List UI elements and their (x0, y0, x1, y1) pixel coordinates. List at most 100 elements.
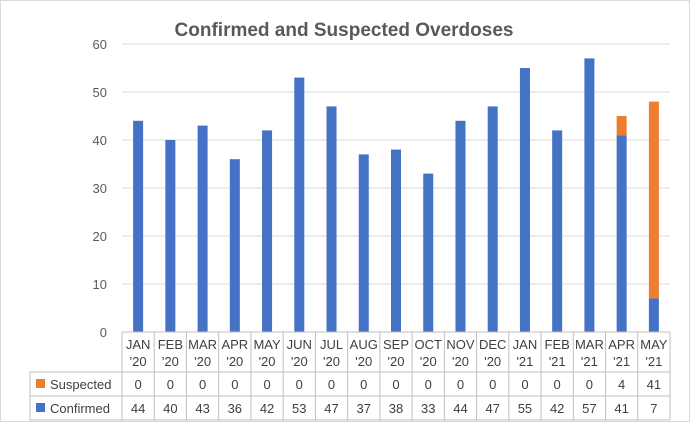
data-label-suspected: 0 (231, 377, 238, 392)
x-tick-label-month: AUG (350, 337, 378, 352)
x-tick-label-month: JAN (513, 337, 538, 352)
x-tick-label-year: '20 (420, 354, 437, 369)
data-label-confirmed: 53 (292, 401, 306, 416)
data-label-suspected: 0 (167, 377, 174, 392)
bar-confirmed-8 (391, 149, 401, 332)
x-tick-label-year: '20 (194, 354, 211, 369)
data-label-confirmed: 44 (131, 401, 145, 416)
bar-confirmed-11 (487, 106, 498, 333)
x-tick-label-year: '20 (484, 354, 501, 369)
x-tick-label-year: '20 (355, 354, 372, 369)
data-label-suspected: 41 (647, 377, 661, 392)
data-label-suspected: 0 (554, 377, 561, 392)
x-tick-label-year: '21 (516, 354, 533, 369)
data-label-suspected: 0 (586, 377, 593, 392)
x-tick-label-month: OCT (415, 337, 443, 352)
data-label-suspected: 0 (328, 377, 335, 392)
x-tick-label-year: '21 (581, 354, 598, 369)
data-label-confirmed: 55 (518, 401, 532, 416)
bar-confirmed-14 (584, 58, 595, 333)
legend-label-suspected: Suspected (50, 377, 111, 392)
data-label-confirmed: 7 (650, 401, 657, 416)
data-label-suspected: 0 (360, 377, 367, 392)
x-tick-label-month: SEP (383, 337, 409, 352)
data-label-suspected: 0 (425, 377, 432, 392)
x-tick-label-month: FEB (158, 337, 183, 352)
x-tick-label-month: JUN (287, 337, 312, 352)
bar-confirmed-13 (552, 130, 563, 332)
x-tick-label-year: '21 (645, 354, 662, 369)
data-label-confirmed: 44 (453, 401, 467, 416)
x-tick-label-month: MAR (188, 337, 217, 352)
data-label-confirmed: 36 (228, 401, 242, 416)
data-label-confirmed: 40 (163, 401, 177, 416)
x-tick-label-month: JAN (126, 337, 151, 352)
x-tick-label-year: '20 (323, 354, 340, 369)
bar-confirmed-5 (294, 77, 305, 332)
data-label-confirmed: 42 (260, 401, 274, 416)
data-label-suspected: 0 (521, 377, 528, 392)
y-tick-label: 20 (93, 229, 107, 244)
x-tick-label-month: JUL (320, 337, 343, 352)
data-label-suspected: 0 (296, 377, 303, 392)
x-tick-label-year: '20 (130, 354, 147, 369)
data-label-confirmed: 47 (485, 401, 499, 416)
x-tick-label-year: '21 (613, 354, 630, 369)
x-tick-label-year: '21 (549, 354, 566, 369)
bar-confirmed-15 (616, 135, 627, 332)
y-tick-label: 10 (93, 277, 107, 292)
legend-label-confirmed: Confirmed (50, 401, 110, 416)
chart-title: Confirmed and Suspected Overdoses (175, 20, 514, 41)
bars (133, 58, 659, 333)
data-label-confirmed: 41 (614, 401, 628, 416)
bar-suspected-15 (616, 116, 627, 136)
x-tick-label-month: APR (221, 337, 248, 352)
legend-key-confirmed (36, 403, 45, 412)
x-tick-label-month: MAR (575, 337, 604, 352)
bar-confirmed-16 (648, 298, 659, 332)
y-tick-label: 50 (93, 85, 107, 100)
x-tick-label-month: DEC (479, 337, 506, 352)
y-tick-label: 30 (93, 181, 107, 196)
x-tick-label-month: APR (608, 337, 635, 352)
x-tick-label-year: '20 (162, 354, 179, 369)
x-tick-label-month: MAY (640, 337, 668, 352)
data-table: JAN '20 FEB '20 MAR '20 APR '20 MAY '20 JUN '20 JUL '… (29, 331, 671, 421)
x-tick-label-month: MAY (253, 337, 281, 352)
data-label-confirmed: 57 (582, 401, 596, 416)
data-label-suspected: 0 (489, 377, 496, 392)
bar-confirmed-3 (229, 159, 240, 332)
bar-confirmed-10 (455, 120, 466, 332)
x-tick-label-year: '20 (226, 354, 243, 369)
legend-key-suspected (36, 379, 45, 388)
bar-confirmed-6 (326, 106, 337, 333)
data-label-confirmed: 38 (389, 401, 403, 416)
data-label-confirmed: 47 (324, 401, 338, 416)
data-label-suspected: 0 (392, 377, 399, 392)
bar-confirmed-9 (423, 173, 434, 332)
bar-confirmed-4 (262, 130, 273, 332)
y-tick-label: 60 (93, 37, 107, 52)
data-label-confirmed: 43 (195, 401, 209, 416)
bar-confirmed-2 (197, 125, 208, 332)
bar-confirmed-12 (519, 68, 530, 332)
data-label-confirmed: 42 (550, 401, 564, 416)
bar-confirmed-0 (133, 120, 144, 332)
x-tick-label-year: '20 (452, 354, 469, 369)
data-label-confirmed: 33 (421, 401, 435, 416)
y-tick-label: 40 (93, 133, 107, 148)
data-label-confirmed: 37 (357, 401, 371, 416)
x-tick-label-year: '20 (259, 354, 276, 369)
x-tick-label-year: '20 (388, 354, 405, 369)
data-label-suspected: 0 (457, 377, 464, 392)
x-tick-label-month: FEB (545, 337, 570, 352)
data-label-suspected: 4 (618, 377, 625, 392)
x-tick-label-month: NOV (446, 337, 475, 352)
y-tick-label: 0 (100, 325, 107, 340)
data-label-suspected: 0 (135, 377, 142, 392)
bar-suspected-16 (648, 101, 659, 299)
bar-confirmed-1 (165, 140, 176, 332)
data-label-suspected: 0 (263, 377, 270, 392)
